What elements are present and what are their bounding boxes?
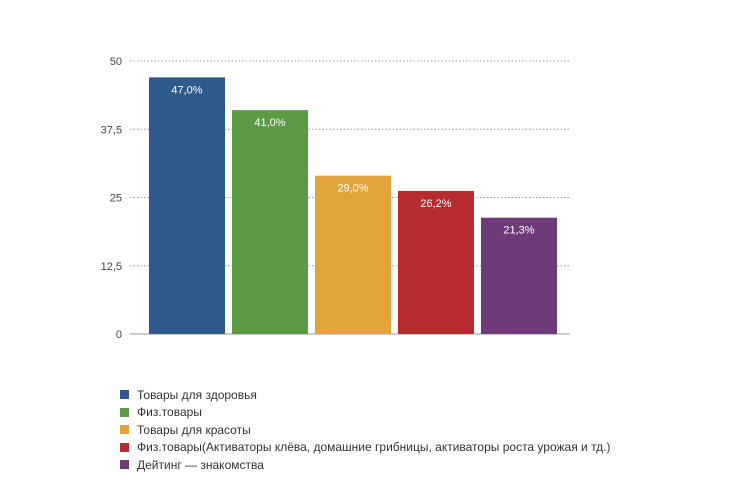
- legend-item: Физ.товары: [120, 404, 611, 422]
- legend-label: Товары для красоты: [137, 422, 251, 437]
- legend-label: Дейтинг — знакомства: [137, 457, 264, 472]
- y-tick-label: 12,5: [101, 261, 122, 273]
- legend-label: Товары для здоровья: [137, 387, 257, 402]
- legend-swatch: [120, 407, 129, 417]
- data-label: 21,3%: [503, 225, 534, 237]
- legend-label: Физ.товары: [137, 405, 202, 420]
- legend-swatch: [120, 460, 129, 470]
- data-label: 47,0%: [171, 84, 202, 96]
- bar: [315, 175, 391, 334]
- legend-item: Товары для красоты: [120, 421, 611, 439]
- bars: [149, 77, 557, 334]
- data-labels: 47,0% 41,0% 29,0% 26,2% 21,3%: [171, 84, 534, 236]
- legend-swatch: [120, 425, 129, 435]
- legend-swatch: [120, 442, 129, 452]
- y-tick-label: 25: [110, 193, 122, 205]
- bar: [232, 110, 308, 334]
- data-label: 29,0%: [337, 183, 368, 195]
- y-tick-label: 50: [110, 56, 122, 68]
- bar-chart: 0 12,5 25 37,5 50 47,0% 41,0% 29,0% 26,2% 21,3%: [101, 56, 570, 341]
- legend-item: Физ.товары(Активаторы клёва, домашние гр…: [120, 439, 611, 457]
- y-axis-ticks: 0 12,5 25 37,5 50: [101, 56, 122, 341]
- legend-item: Товары для здоровья: [120, 386, 611, 404]
- legend-swatch: [120, 390, 129, 400]
- y-tick-label: 0: [116, 329, 122, 341]
- bar: [398, 190, 474, 334]
- data-label: 41,0%: [254, 117, 285, 129]
- y-tick-label: 37,5: [101, 124, 122, 136]
- bar: [481, 217, 557, 334]
- bar: [149, 77, 225, 334]
- legend: Товары для здоровья Физ.товары Товары для …: [120, 386, 611, 474]
- legend-label: Физ.товары(Активаторы клёва, домашние гр…: [137, 440, 611, 455]
- legend-item: Дейтинг — знакомства: [120, 456, 611, 474]
- data-label: 26,2%: [420, 198, 451, 210]
